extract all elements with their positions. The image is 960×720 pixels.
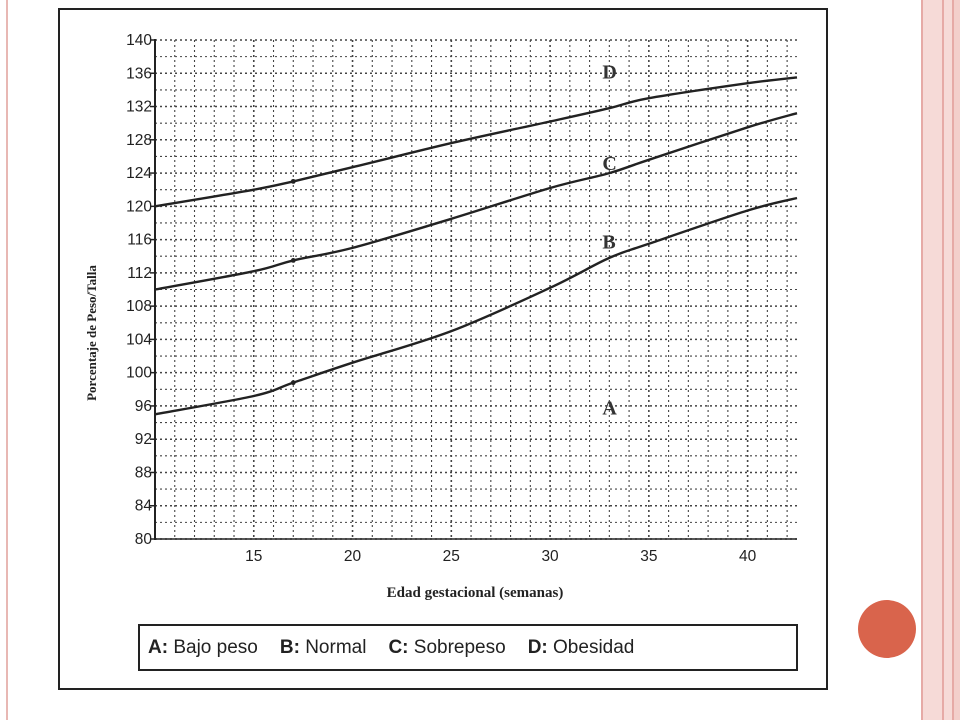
accent-circle	[858, 600, 916, 658]
legend-entry-b: B: Normal	[280, 637, 367, 659]
y-tick-label: 96	[135, 398, 152, 415]
y-tick-label: 92	[135, 431, 152, 448]
x-tick-label: 25	[443, 548, 460, 565]
y-tick-label: 120	[126, 198, 152, 215]
legend-label: Sobrepeso	[413, 636, 506, 658]
y-tick-label: 140	[126, 32, 152, 49]
series-lines	[154, 76, 798, 416]
y-ticks: 80 84 88 92 96 100 104 108 112 116 120 124 128 132 136…	[126, 32, 155, 548]
x-axis-label: Edad gestacional (semanas)	[387, 585, 564, 601]
y-tick-label: 116	[127, 232, 152, 249]
y-tick-label: 136	[126, 65, 152, 82]
y-tick-label: 108	[126, 298, 152, 315]
series-line-b	[154, 112, 798, 291]
series-line-a	[154, 196, 798, 416]
series-point-b	[290, 257, 296, 263]
x-tick-label: 20	[344, 548, 362, 565]
curve-label-b: B	[602, 231, 615, 253]
y-tick-label: 88	[135, 464, 152, 481]
legend-entry-c: C: Sobrepeso	[388, 637, 505, 659]
x-ticks: 15 20 25 30 35 40	[245, 548, 756, 565]
legend-key: A:	[148, 636, 169, 658]
y-tick-label: 132	[126, 99, 152, 116]
y-tick-label: 84	[135, 498, 153, 515]
curve-label-d: D	[602, 62, 616, 84]
slide-left-border	[0, 0, 8, 720]
legend-label: Bajo peso	[173, 636, 258, 658]
x-tick-label: 35	[640, 548, 657, 565]
y-axis-label: Porcentaje de Peso/Talla	[84, 265, 99, 401]
series-point-c	[290, 178, 296, 184]
y-tick-label: 104	[126, 331, 152, 348]
y-tick-label: 128	[126, 132, 152, 149]
series-line-c	[154, 76, 798, 208]
slide-right-decoration	[918, 0, 960, 720]
figure-frame	[58, 8, 828, 690]
legend-key: C:	[388, 636, 409, 658]
legend: A: Bajo peso B: Normal C: Sobrepeso D: O…	[138, 624, 798, 671]
curve-label-c: C	[602, 153, 616, 175]
series-point-a	[290, 380, 296, 386]
y-tick-label: 80	[135, 531, 153, 548]
grid	[154, 39, 797, 540]
legend-label: Normal	[305, 636, 367, 658]
legend-entry-a: A: Bajo peso	[148, 637, 258, 659]
curve-labels: D C B A	[602, 62, 617, 420]
y-tick-label: 112	[127, 265, 152, 282]
x-tick-label: 30	[541, 548, 559, 565]
legend-entry-d: D: Obesidad	[528, 637, 635, 659]
legend-key: D:	[527, 636, 548, 658]
legend-key: B:	[279, 636, 300, 658]
y-tick-label: 124	[126, 165, 152, 182]
x-tick-label: 40	[739, 548, 757, 565]
y-tick-label: 100	[126, 365, 152, 382]
x-tick-label: 15	[245, 548, 262, 565]
legend-label: Obesidad	[553, 636, 635, 658]
curve-label-a: A	[602, 398, 617, 420]
